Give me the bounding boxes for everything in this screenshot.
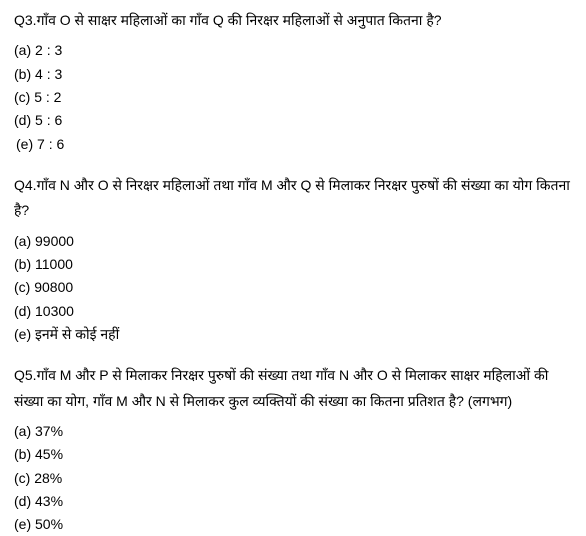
option-label: (d): [14, 112, 31, 128]
option-value: 5 : 6: [35, 112, 62, 128]
option-value: 90800: [34, 279, 73, 295]
option-d: (d) 5 : 6: [14, 109, 572, 131]
option-label: (c): [14, 89, 30, 105]
option-value: 7 : 6: [37, 136, 64, 152]
option-value: 37%: [35, 423, 63, 439]
question-text: Q4.गाँव N और O से निरक्षर महिलाओं तथा गा…: [14, 173, 572, 223]
option-e: (e) इनमें से कोई नहीं: [14, 323, 572, 345]
option-a: (a) 2 : 3: [14, 39, 572, 61]
option-label: (c): [14, 470, 30, 486]
option-value: 5 : 2: [34, 89, 61, 105]
option-label: (a): [14, 42, 31, 58]
option-d: (d) 43%: [14, 490, 572, 512]
option-label: (b): [14, 446, 31, 462]
option-value: 50%: [35, 516, 63, 532]
option-value: 10300: [35, 303, 74, 319]
option-c: (c) 90800: [14, 276, 572, 298]
option-value: 11000: [35, 256, 73, 272]
question-number: Q4.: [14, 177, 37, 193]
question-q5: Q5.गाँव M और P से मिलाकर निरक्षर पुरुषों…: [14, 363, 572, 535]
option-value: 43%: [35, 493, 63, 509]
question-q4: Q4.गाँव N और O से निरक्षर महिलाओं तथा गा…: [14, 173, 572, 345]
option-value: 45%: [35, 446, 63, 462]
option-a: (a) 37%: [14, 420, 572, 442]
option-value: 4 : 3: [35, 66, 62, 82]
option-label: (c): [14, 279, 30, 295]
option-d: (d) 10300: [14, 300, 572, 322]
option-c: (c) 5 : 2: [14, 86, 572, 108]
option-e: (e) 7 : 6: [14, 133, 572, 155]
option-value: 2 : 3: [35, 42, 62, 58]
option-value: 28%: [34, 470, 62, 486]
option-a: (a) 99000: [14, 230, 572, 252]
option-label: (d): [14, 303, 31, 319]
option-b: (b) 4 : 3: [14, 63, 572, 85]
question-text: Q5.गाँव M और P से मिलाकर निरक्षर पुरुषों…: [14, 363, 572, 413]
option-label: (b): [14, 256, 31, 272]
question-q3: Q3.गाँव O से साक्षर महिलाओं का गाँव Q की…: [14, 8, 572, 155]
option-label: (b): [14, 66, 31, 82]
option-label: (a): [14, 423, 31, 439]
question-body: गाँव O से साक्षर महिलाओं का गाँव Q की नि…: [37, 12, 442, 28]
question-body: गाँव M और P से मिलाकर निरक्षर पुरुषों की…: [14, 367, 548, 408]
option-value: इनमें से कोई नहीं: [35, 326, 119, 342]
option-label: (e): [14, 326, 31, 342]
option-label: (a): [14, 233, 31, 249]
option-b: (b) 45%: [14, 443, 572, 465]
option-e: (e) 50%: [14, 513, 572, 535]
option-value: 99000: [35, 233, 74, 249]
option-c: (c) 28%: [14, 467, 572, 489]
question-body: गाँव N और O से निरक्षर महिलाओं तथा गाँव …: [14, 177, 570, 218]
question-number: Q5.: [14, 367, 37, 383]
option-b: (b) 11000: [14, 253, 572, 275]
option-label: (e): [14, 516, 31, 532]
option-label: (d): [14, 493, 31, 509]
question-text: Q3.गाँव O से साक्षर महिलाओं का गाँव Q की…: [14, 8, 572, 33]
question-number: Q3.: [14, 12, 37, 28]
option-label: (e): [16, 136, 33, 152]
